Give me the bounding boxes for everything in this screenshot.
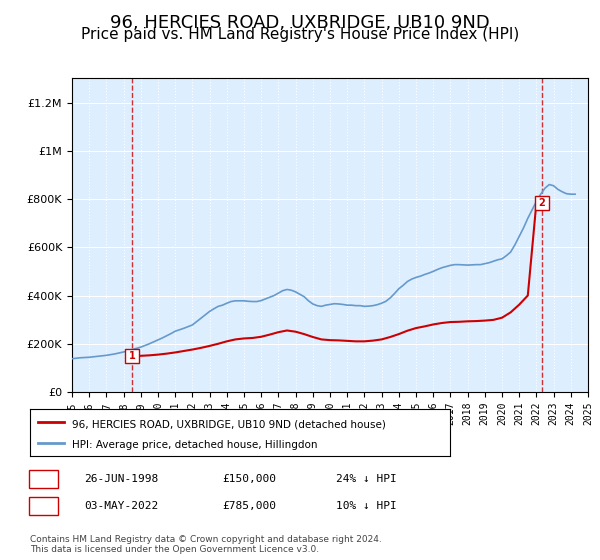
Text: 03-MAY-2022: 03-MAY-2022 (84, 501, 158, 511)
Text: 96, HERCIES ROAD, UXBRIDGE, UB10 9ND (detached house): 96, HERCIES ROAD, UXBRIDGE, UB10 9ND (de… (72, 419, 386, 429)
Text: 26-JUN-1998: 26-JUN-1998 (84, 474, 158, 484)
Text: Price paid vs. HM Land Registry's House Price Index (HPI): Price paid vs. HM Land Registry's House … (81, 27, 519, 42)
Text: 24% ↓ HPI: 24% ↓ HPI (336, 474, 397, 484)
Text: 1: 1 (40, 474, 47, 484)
Text: HPI: Average price, detached house, Hillingdon: HPI: Average price, detached house, Hill… (72, 440, 317, 450)
Text: 1: 1 (128, 351, 136, 361)
Text: Contains HM Land Registry data © Crown copyright and database right 2024.
This d: Contains HM Land Registry data © Crown c… (30, 535, 382, 554)
Text: 10% ↓ HPI: 10% ↓ HPI (336, 501, 397, 511)
Text: 96, HERCIES ROAD, UXBRIDGE, UB10 9ND: 96, HERCIES ROAD, UXBRIDGE, UB10 9ND (110, 14, 490, 32)
Text: 2: 2 (539, 198, 545, 208)
Text: £785,000: £785,000 (222, 501, 276, 511)
Text: 2: 2 (40, 501, 47, 511)
Text: £150,000: £150,000 (222, 474, 276, 484)
